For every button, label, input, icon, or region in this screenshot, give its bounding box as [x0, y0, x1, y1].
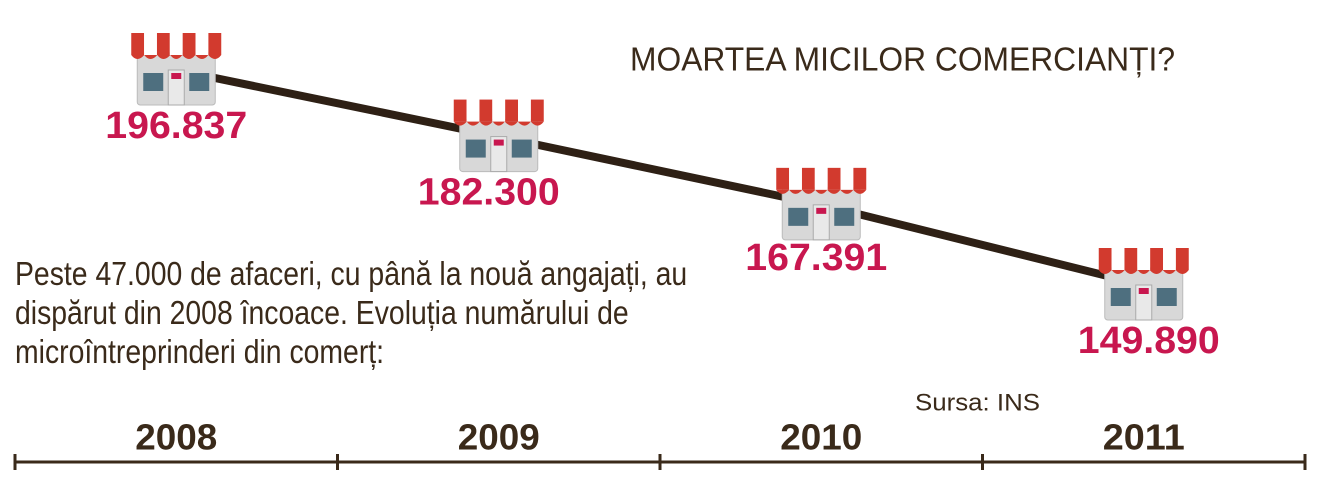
door-sign [816, 207, 827, 214]
value-label: 182.300 [418, 172, 560, 214]
awning-stripe [827, 167, 841, 190]
window [1110, 288, 1131, 306]
door-sign [171, 73, 182, 79]
awning-stripe [1124, 248, 1138, 270]
x-tick-label: 2011 [1103, 417, 1185, 458]
awning-stripe [801, 167, 815, 190]
awning-stripe [789, 167, 802, 190]
awning-stripe [492, 99, 506, 122]
awning-stripe [479, 99, 493, 122]
line [175, 66, 1145, 289]
awning-stripe [1150, 248, 1164, 270]
door-sign [493, 139, 504, 146]
awning-stripe [1175, 248, 1189, 270]
awning-stripe [169, 33, 183, 55]
awning-stripe [195, 33, 209, 55]
x-tick-label: 2009 [458, 417, 540, 458]
window [834, 207, 855, 226]
awning-stripe [776, 167, 790, 190]
window [1156, 288, 1177, 306]
chart-title: MOARTEA MICILOR COMERCIANȚI? [630, 41, 1175, 78]
value-label: 149.890 [1078, 320, 1220, 362]
window [143, 73, 164, 91]
awning-stripe [1163, 248, 1176, 270]
awning-stripe [466, 99, 480, 122]
value-label: 196.837 [105, 105, 247, 147]
shop-icon [1098, 248, 1189, 321]
awning-edge [776, 189, 867, 194]
shop-icon [776, 167, 867, 241]
awning-stripe [505, 99, 519, 122]
awning-stripe [1098, 248, 1112, 270]
awning-stripe [182, 33, 196, 55]
source: Sursa: INS [915, 389, 1040, 416]
window [788, 207, 809, 226]
awning-stripe [156, 33, 170, 55]
subtitle: Peste 47.000 de afaceri, cu până la nouă… [15, 255, 688, 370]
awning-stripe [1111, 248, 1125, 270]
awning-edge [453, 121, 544, 126]
awning-stripe [208, 33, 222, 55]
awning-stripe [518, 99, 531, 122]
awning-stripe [144, 33, 157, 55]
door-sign [1138, 288, 1149, 294]
awning-stripe [853, 167, 867, 190]
awning-edge [131, 55, 222, 59]
window [511, 139, 532, 158]
awning-stripe [131, 33, 145, 55]
value-label: 167.391 [745, 237, 887, 279]
window [465, 139, 486, 158]
x-tick-label: 2008 [135, 417, 217, 458]
awning-stripe [530, 99, 544, 122]
awning-stripe [453, 99, 467, 122]
awning-stripe [1137, 248, 1151, 270]
awning-edge [1098, 270, 1189, 274]
shop-icon [131, 33, 222, 106]
shop-icon [453, 99, 544, 173]
awning-stripe [840, 167, 854, 190]
window [189, 73, 210, 91]
x-tick-label: 2010 [780, 417, 862, 458]
awning-stripe [814, 167, 828, 190]
